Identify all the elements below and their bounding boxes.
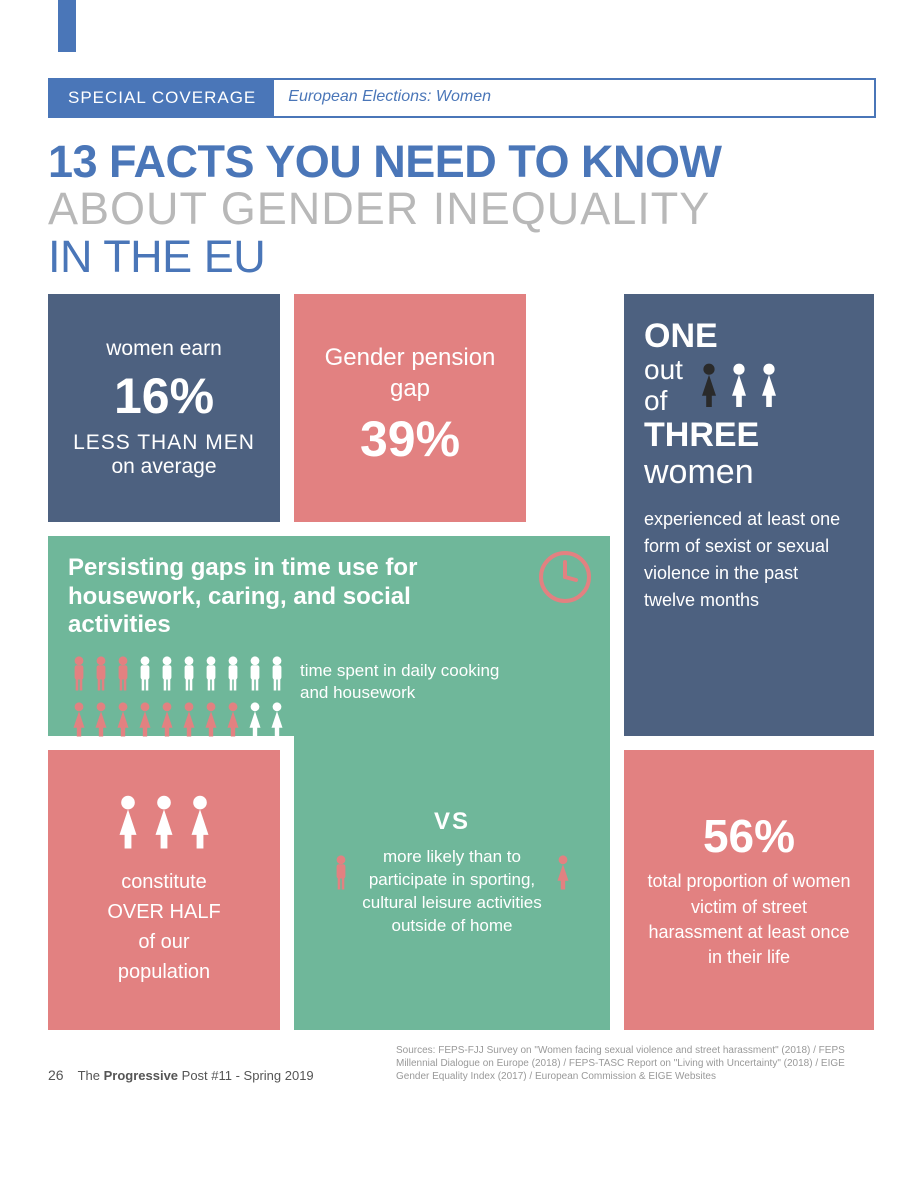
- card-earnings-gap: women earn 16% LESS THAN MEN on average: [48, 294, 280, 522]
- woman-icon: [90, 700, 112, 740]
- woman-icon: [134, 700, 156, 740]
- woman-icon: [68, 700, 90, 740]
- pension-pct: 39%: [312, 410, 508, 468]
- violence-of: of: [644, 386, 683, 417]
- earn-post2: on average: [66, 455, 262, 479]
- timeuse-label: time spent in daily cooking and housewor…: [300, 660, 510, 704]
- headline-line-3: IN THE EU: [48, 233, 876, 280]
- pop-l3: of our: [66, 927, 262, 957]
- harass-pct: 56%: [642, 809, 856, 863]
- man-icon: [90, 654, 112, 694]
- sources: Sources: FEPS-FJJ Survey on "Women facin…: [396, 1044, 876, 1083]
- violence-one: ONE: [644, 318, 854, 355]
- headline-line-2: ABOUT GENDER INEQUALITY: [48, 185, 876, 232]
- card-harassment: 56% total proportion of women victim of …: [624, 750, 874, 1030]
- earn-post1: LESS THAN MEN: [66, 431, 262, 455]
- timeuse-men-row: [68, 654, 288, 694]
- violence-women: women: [644, 454, 854, 491]
- woman-icon: [147, 793, 181, 853]
- man-icon: [68, 654, 90, 694]
- man-icon: [244, 654, 266, 694]
- headline-line-1: 13 FACTS YOU NEED TO KNOW: [48, 138, 876, 185]
- woman-icon: [222, 700, 244, 740]
- sources-label: Sources:: [396, 1045, 435, 1056]
- pop-l2: OVER HALF: [66, 897, 262, 927]
- headline: 13 FACTS YOU NEED TO KNOW ABOUT GENDER I…: [48, 138, 876, 280]
- footer: 26 The Progressive Post #11 - Spring 201…: [48, 1044, 876, 1083]
- timeuse-women-row: [68, 700, 288, 740]
- earn-pre: women earn: [66, 337, 262, 361]
- banner: SPECIAL COVERAGE European Elections: Wom…: [48, 78, 876, 118]
- man-icon: [222, 654, 244, 694]
- woman-icon: [755, 360, 783, 412]
- woman-icon: [552, 846, 574, 900]
- timeuse-title: Persisting gaps in time use for housewor…: [68, 554, 448, 640]
- earn-pct: 16%: [66, 367, 262, 425]
- woman-icon: [244, 700, 266, 740]
- woman-icon: [200, 700, 222, 740]
- population-people-icons: [66, 793, 262, 853]
- vs-body: more likely than to participate in sport…: [362, 846, 542, 938]
- man-icon: [266, 654, 288, 694]
- banner-topic: European Elections: Women: [274, 80, 505, 116]
- violence-three: THREE: [644, 417, 854, 454]
- infographic-grid: women earn 16% LESS THAN MEN on average …: [48, 294, 876, 1030]
- woman-icon: [111, 793, 145, 853]
- page: SPECIAL COVERAGE European Elections: Wom…: [0, 0, 924, 1103]
- woman-icon: [178, 700, 200, 740]
- accent-bar: [58, 0, 76, 52]
- violence-out: out: [644, 355, 683, 386]
- woman-icon: [695, 360, 723, 412]
- card-violence: ONE out of THREE women experienced at le…: [624, 294, 874, 736]
- woman-icon: [156, 700, 178, 740]
- card-timeuse: Persisting gaps in time use for housewor…: [48, 536, 610, 736]
- man-icon: [156, 654, 178, 694]
- pension-pre: Gender pension gap: [312, 342, 508, 404]
- woman-icon: [266, 700, 288, 740]
- woman-icon: [183, 793, 217, 853]
- man-icon: [112, 654, 134, 694]
- pop-l4: population: [66, 957, 262, 987]
- page-number: 26: [48, 1067, 64, 1083]
- harass-body: total proportion of women victim of stre…: [642, 869, 856, 970]
- pop-l1: constitute: [66, 867, 262, 897]
- vs-label: VS: [312, 808, 592, 836]
- banner-category: SPECIAL COVERAGE: [50, 80, 274, 116]
- man-icon: [134, 654, 156, 694]
- man-icon: [200, 654, 222, 694]
- woman-icon: [725, 360, 753, 412]
- violence-people-icons: [695, 360, 783, 412]
- publication: The Progressive Post #11 - Spring 2019: [78, 1068, 314, 1083]
- violence-body: experienced at least one form of sexist …: [644, 506, 854, 614]
- card-vs: VS more likely than to participate in sp…: [294, 736, 610, 1030]
- man-icon: [178, 654, 200, 694]
- card-population: constitute OVER HALF of our population: [48, 750, 280, 1030]
- woman-icon: [112, 700, 134, 740]
- card-pension-gap: Gender pension gap 39%: [294, 294, 526, 522]
- man-icon: [330, 846, 352, 900]
- sources-body: FEPS-FJJ Survey on "Women facing sexual …: [396, 1045, 845, 1082]
- clock-icon: [538, 550, 592, 604]
